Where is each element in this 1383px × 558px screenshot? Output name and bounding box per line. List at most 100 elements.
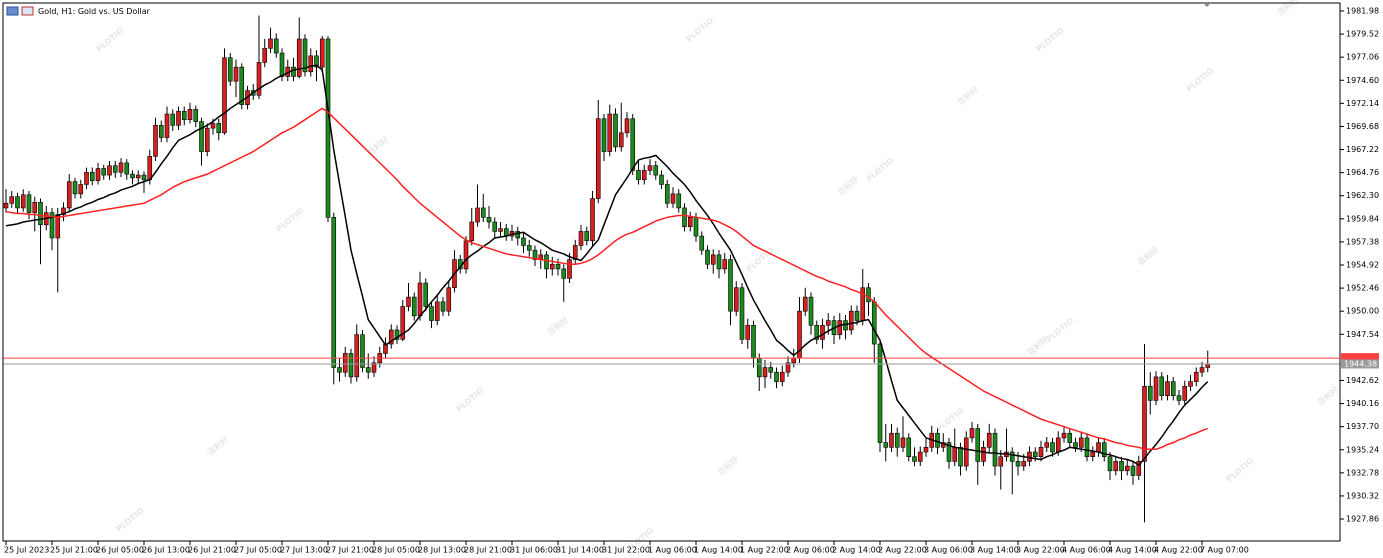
candle-body [89, 171, 95, 182]
y-tick-label: 1959.84 [1346, 214, 1379, 223]
candle-body [601, 118, 607, 152]
y-tick-label: 1967.22 [1346, 145, 1379, 154]
candle-body [302, 38, 308, 73]
y-tick-label: 1940.16 [1346, 399, 1379, 408]
candle-body [739, 287, 745, 340]
chart-title: Gold, H1: Gold vs. US Dollar [38, 7, 151, 16]
x-tick-label: 31 Jul 14:00 [556, 546, 604, 555]
x-tick-label: 4 Aug 06:00 [1062, 546, 1111, 555]
candle-body [141, 174, 147, 181]
candle-body [745, 324, 751, 340]
candle-body [889, 432, 894, 448]
y-tick-label: 1937.70 [1346, 422, 1379, 431]
candle-body [1090, 451, 1096, 457]
candle-body [38, 201, 43, 226]
candle-body [475, 207, 480, 223]
candle-body [860, 287, 866, 321]
candle-body [1170, 381, 1176, 396]
x-tick-label: 1 Aug 06:00 [648, 546, 697, 555]
candle-body [572, 245, 578, 260]
candle-body [532, 249, 538, 260]
candle-body [900, 437, 906, 448]
x-tick-label: 27 Jul 21:00 [326, 546, 374, 555]
candle-body [1096, 442, 1101, 453]
x-tick-label: 28 Jul 13:00 [418, 546, 466, 555]
candle-body [664, 184, 670, 204]
candle-body [124, 162, 130, 175]
candle-body [825, 320, 831, 326]
candle-body [613, 113, 618, 148]
shift-marker [1203, 3, 1211, 7]
candle-body [659, 174, 664, 185]
candle-body [26, 194, 32, 213]
candle-body [354, 334, 360, 378]
y-tick-label: 1957.38 [1346, 237, 1379, 246]
bid-label: 1944.38 [1344, 359, 1377, 368]
candle-body [1067, 432, 1073, 443]
x-tick-label: 4 Aug 22:00 [1154, 546, 1203, 555]
candle-body [871, 301, 877, 345]
candle-body [348, 353, 354, 378]
candle-body [802, 296, 808, 312]
y-tick-label: 1981.98 [1346, 6, 1379, 15]
candle-body [486, 217, 492, 223]
y-tick-label: 1977.06 [1346, 53, 1379, 62]
candle-body [1078, 437, 1084, 448]
candle-body [308, 55, 314, 73]
candle-body [429, 306, 434, 321]
candle-body [360, 334, 365, 368]
candle-body [866, 287, 871, 303]
candle-body [578, 231, 584, 246]
candle-body [992, 432, 998, 467]
candle-body [595, 118, 601, 199]
candle-body [986, 432, 992, 448]
candle-body [958, 447, 963, 467]
candle-body [170, 113, 176, 126]
candle-body [227, 57, 233, 82]
candle-body [406, 296, 411, 307]
plot-frame [2, 2, 1341, 542]
candle-body [647, 165, 653, 171]
candle-body [1032, 451, 1038, 457]
candle-body [112, 165, 118, 173]
x-tick-label: 31 Jul 22:00 [602, 546, 650, 555]
candle-body [440, 301, 446, 312]
x-tick-label: 1 Aug 22:00 [740, 546, 789, 555]
candle-body [1130, 465, 1136, 476]
y-tick-label: 1952.46 [1346, 284, 1379, 293]
candle-body [710, 254, 716, 265]
candle-body [411, 296, 417, 317]
candle-body [3, 202, 9, 209]
x-tick-label: 28 Jul 21:00 [464, 546, 512, 555]
candle-body [325, 38, 331, 218]
candle-body [1119, 461, 1124, 472]
candle-body [20, 194, 26, 209]
candle-body [641, 170, 647, 181]
candle-body [279, 52, 285, 77]
candle-body [1182, 385, 1188, 401]
candle-body [883, 442, 889, 448]
candle-body [791, 357, 797, 364]
ma-line [5, 64, 1209, 467]
candle-body [388, 329, 394, 345]
candle-body [653, 165, 659, 176]
candle-body [1124, 465, 1130, 472]
candle-body [676, 193, 682, 209]
candle-body [446, 287, 452, 312]
candle-body [687, 217, 693, 228]
candle-body [1101, 442, 1107, 457]
candle-body [682, 207, 687, 228]
bid-marker [1341, 359, 1379, 369]
candle-body [722, 259, 728, 270]
candle-body [233, 66, 239, 82]
candle-body [756, 357, 762, 378]
candle-body [584, 231, 590, 242]
candle-body [1038, 447, 1044, 457]
candle-body [567, 259, 572, 279]
candle-body [480, 207, 486, 218]
candle-body [975, 428, 981, 462]
candle-body [1153, 376, 1159, 401]
candle-body [837, 320, 843, 335]
candle-body [969, 428, 975, 439]
candle-body [768, 367, 774, 373]
